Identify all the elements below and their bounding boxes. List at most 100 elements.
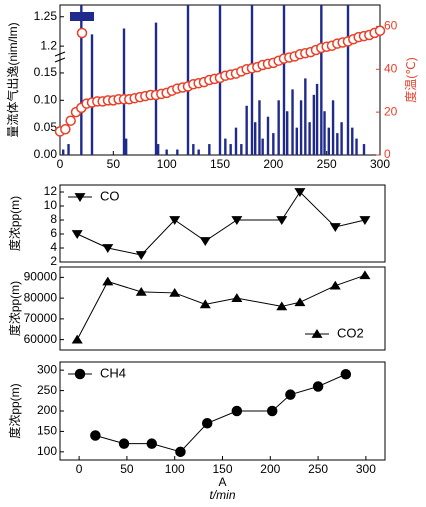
plot-frame	[59, 184, 386, 263]
x-tick-label: 150	[210, 157, 230, 171]
y-tick-label: 2	[50, 254, 57, 268]
bar	[323, 111, 326, 155]
x-tick-label: 300	[356, 462, 376, 476]
point	[294, 188, 306, 197]
bar	[331, 100, 335, 155]
bar	[336, 133, 339, 155]
y-tick-label: 0.05	[34, 120, 58, 134]
point	[359, 216, 371, 225]
bar	[340, 122, 343, 155]
point	[90, 430, 101, 441]
y2-axis-label: 度温(℃)	[403, 57, 418, 102]
bar	[192, 144, 195, 155]
y-tick-label: 0.00	[34, 147, 58, 161]
x-tick-label: 200	[260, 462, 280, 476]
point	[231, 293, 243, 302]
bar	[254, 122, 257, 155]
point	[146, 438, 158, 449]
point	[169, 287, 181, 297]
x-axis-label: t/min	[209, 488, 235, 502]
bar	[299, 100, 303, 155]
y-tick-label: 8	[50, 212, 57, 226]
y-axis-label: 度浓pp(m)	[7, 383, 22, 438]
bar	[291, 89, 294, 155]
y-axis-label: 度浓pp(m)	[7, 196, 22, 251]
annotation: A	[218, 475, 226, 489]
point	[276, 216, 288, 225]
bar	[261, 138, 264, 155]
line	[76, 191, 366, 256]
legend-label: CH4	[100, 365, 126, 380]
x-tick-label: 150	[212, 462, 232, 476]
y-tick-label: 100	[37, 444, 57, 458]
bar	[154, 22, 158, 155]
y-tick-label: 200	[37, 403, 57, 417]
point	[201, 418, 213, 429]
bar	[320, 5, 323, 155]
y-tick-label: 4	[50, 240, 57, 254]
y-axis-label: 量流体气出逸(nim/lm)	[5, 22, 20, 137]
y-tick-label: 6	[50, 226, 57, 240]
bar	[362, 144, 366, 155]
x-tick-label: 200	[263, 157, 283, 171]
bar	[327, 127, 330, 155]
bar	[90, 34, 94, 155]
point	[71, 334, 83, 344]
legend-label: CO2	[337, 325, 364, 340]
x-tick-label: 50	[120, 462, 134, 476]
bar	[234, 127, 238, 155]
bar	[67, 144, 70, 155]
bar	[245, 105, 248, 155]
bar	[156, 144, 160, 155]
legend-swatch	[70, 12, 94, 21]
point	[374, 25, 386, 36]
bar	[282, 5, 286, 155]
y2-tick-label: 40	[384, 61, 398, 75]
y-tick-label: 12	[44, 184, 58, 198]
bar	[124, 138, 128, 155]
point	[231, 216, 243, 225]
bar	[346, 5, 350, 155]
bar	[304, 78, 307, 155]
point	[71, 230, 83, 239]
point	[340, 369, 352, 380]
point	[135, 251, 147, 260]
point	[359, 270, 371, 280]
y-tick-label: 80000	[24, 290, 58, 304]
y-tick-label: 10	[44, 198, 58, 212]
bar	[258, 100, 261, 155]
y-tick-label: 250	[37, 383, 57, 397]
legend-marker	[74, 368, 86, 380]
point	[175, 446, 186, 458]
x-tick-label: 100	[157, 157, 177, 171]
bar	[80, 5, 83, 155]
point	[329, 280, 341, 290]
bar	[308, 122, 311, 155]
point	[118, 438, 130, 449]
bar	[355, 138, 358, 155]
point	[285, 389, 296, 400]
legend-swatch	[76, 27, 88, 39]
point	[199, 299, 211, 309]
legend-label: CO	[100, 188, 120, 203]
bar	[229, 144, 232, 155]
y-tick-label: 0.15	[34, 65, 58, 79]
bar	[208, 144, 211, 155]
y-tick-label: 1.2	[40, 38, 57, 52]
point	[294, 297, 306, 307]
point	[312, 381, 324, 392]
bar	[351, 127, 354, 155]
bar	[312, 94, 316, 155]
legend-marker	[74, 193, 86, 202]
y-tick-label: 60000	[24, 332, 58, 346]
y-tick-label: 300	[37, 362, 57, 376]
point	[135, 286, 147, 296]
bar	[315, 83, 319, 155]
x-tick-label: 250	[308, 462, 328, 476]
y-tick-label: 90000	[24, 270, 58, 284]
bar	[266, 116, 270, 155]
bar	[272, 133, 275, 155]
bar	[286, 111, 289, 155]
bar	[240, 144, 243, 155]
